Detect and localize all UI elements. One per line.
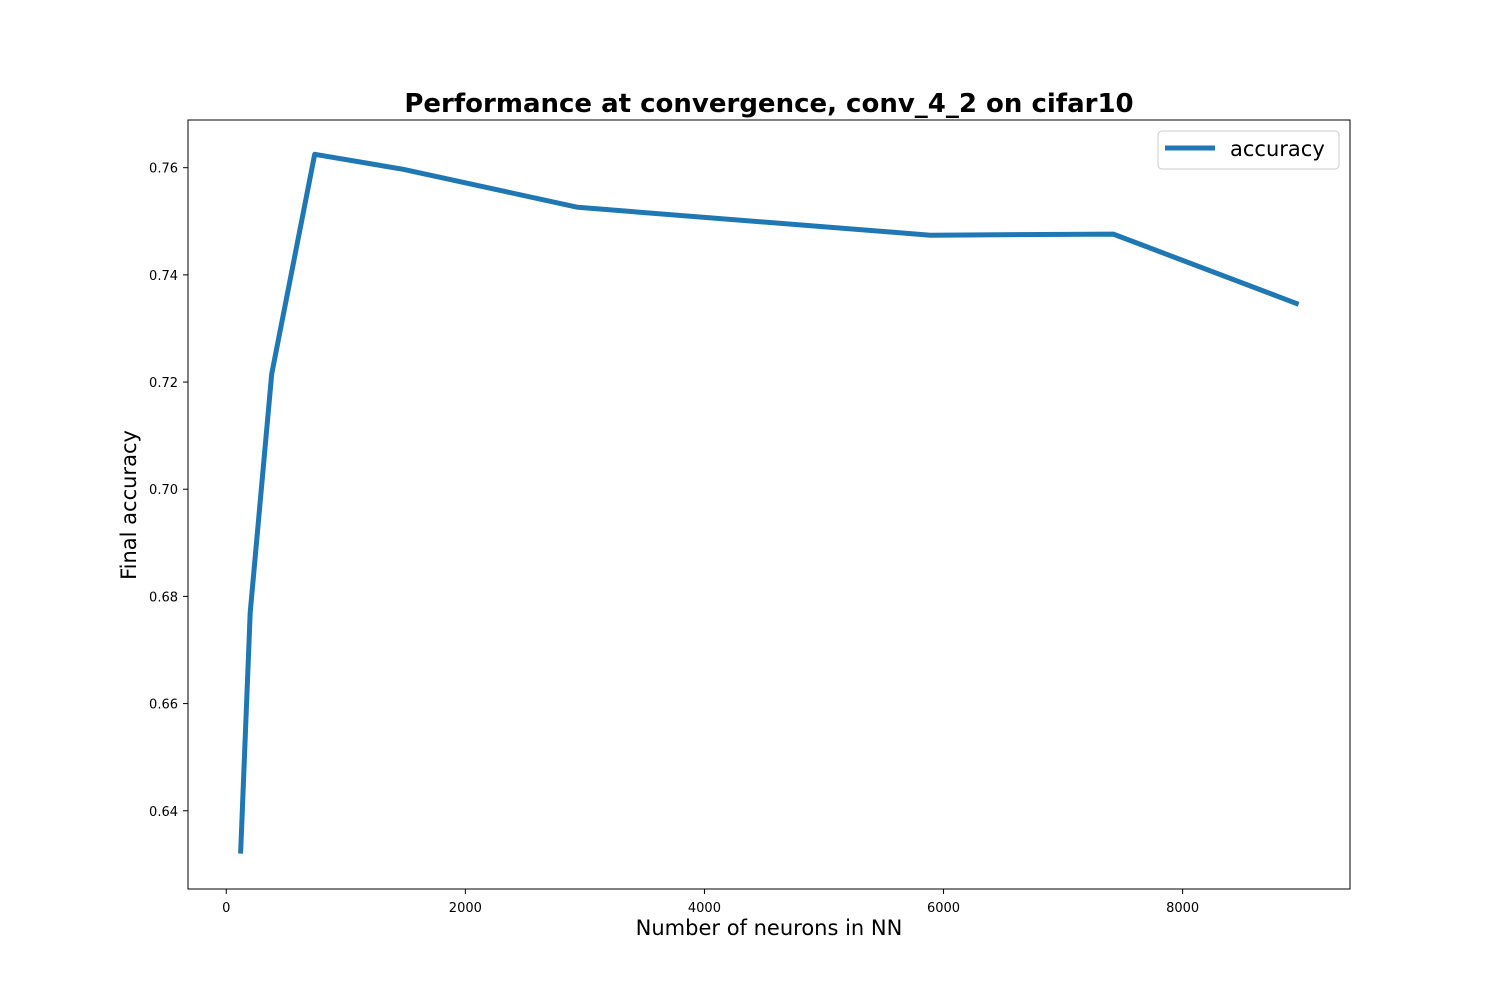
plot-area — [238, 151, 1300, 854]
x-tick-label: 4000 — [688, 901, 721, 916]
x-tick-label: 8000 — [1166, 901, 1199, 916]
x-tick-label: 0 — [222, 901, 230, 916]
y-tick-label: 0.64 — [149, 805, 178, 820]
series-line-accuracy — [238, 151, 1300, 854]
y-tick-label: 0.70 — [149, 483, 178, 498]
y-tick-label: 0.74 — [149, 269, 178, 284]
x-tick-label: 2000 — [449, 901, 482, 916]
legend: accuracy — [1157, 130, 1340, 170]
legend-box — [1157, 130, 1340, 170]
x-axis-label: Number of neurons in NN — [636, 916, 903, 940]
y-axis-ticks: 0.64 0.66 0.68 0.70 0.72 0.74 0.76 — [149, 162, 188, 820]
y-tick-label: 0.76 — [149, 162, 178, 177]
chart-title: Performance at convergence, conv_4_2 on … — [404, 89, 1133, 119]
x-axis-ticks: 0 2000 4000 6000 8000 — [222, 889, 1199, 916]
y-tick-label: 0.66 — [149, 698, 178, 713]
y-tick-label: 0.68 — [149, 590, 178, 605]
x-tick-label: 6000 — [927, 901, 960, 916]
y-axis-label: Final accuracy — [117, 430, 141, 580]
y-tick-label: 0.72 — [149, 376, 178, 391]
legend-label-accuracy: accuracy — [1230, 137, 1325, 161]
axes-frame — [187, 119, 1351, 890]
